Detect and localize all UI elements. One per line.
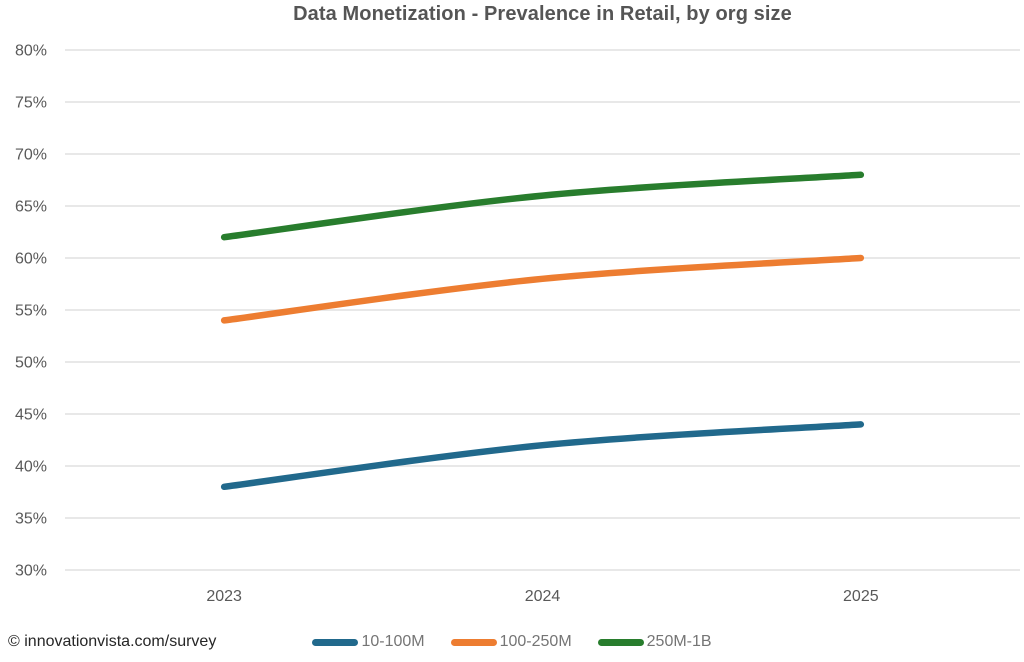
source-attribution: © innovationvista.com/survey: [8, 633, 217, 650]
gridlines: [65, 49, 1020, 571]
series-line-10-100m: [220, 421, 865, 491]
y-axis-tick-label: 45%: [15, 407, 47, 424]
y-axis-tick-label: 30%: [15, 563, 47, 580]
legend-label: 250M-1B: [646, 633, 712, 650]
legend-swatch-icon: [312, 638, 359, 646]
x-axis-labels: 2023 2024 2025: [206, 588, 878, 605]
x-axis-tick-label: 2024: [525, 588, 561, 605]
legend-label: 10-100M: [361, 633, 425, 650]
chart-title: Data Monetization - Prevalence in Retail…: [293, 3, 792, 25]
legend-item-100-250m: 100-250M: [450, 633, 572, 651]
y-axis-tick-label: 55%: [15, 303, 47, 320]
legend-item-250m-1b: 250M-1B: [597, 633, 712, 651]
series-lines: [220, 171, 865, 491]
x-axis-tick-label: 2025: [843, 588, 879, 605]
legend-swatch-icon: [597, 638, 644, 646]
legend-label: 100-250M: [499, 633, 572, 650]
y-axis-tick-label: 70%: [15, 147, 47, 164]
bottom-bar: © innovationvista.com/survey 10-100M 100-…: [0, 628, 1024, 662]
y-axis-tick-label: 65%: [15, 199, 47, 216]
y-axis-labels: 30% 35% 40% 45% 50% 55% 60% 65% 70% 75% 80%: [15, 43, 47, 580]
x-axis-tick-label: 2023: [206, 588, 242, 605]
y-axis-tick-label: 80%: [15, 43, 47, 60]
y-axis-tick-label: 50%: [15, 355, 47, 372]
y-axis-tick-label: 35%: [15, 511, 47, 528]
legend-swatch-icon: [450, 638, 497, 646]
legend-item-10-100m: 10-100M: [312, 633, 425, 651]
y-axis-tick-label: 60%: [15, 251, 47, 268]
series-line-100-250m: [220, 254, 865, 324]
series-line-250m-1b: [220, 171, 865, 241]
y-axis-tick-label: 75%: [15, 95, 47, 112]
y-axis-tick-label: 40%: [15, 459, 47, 476]
